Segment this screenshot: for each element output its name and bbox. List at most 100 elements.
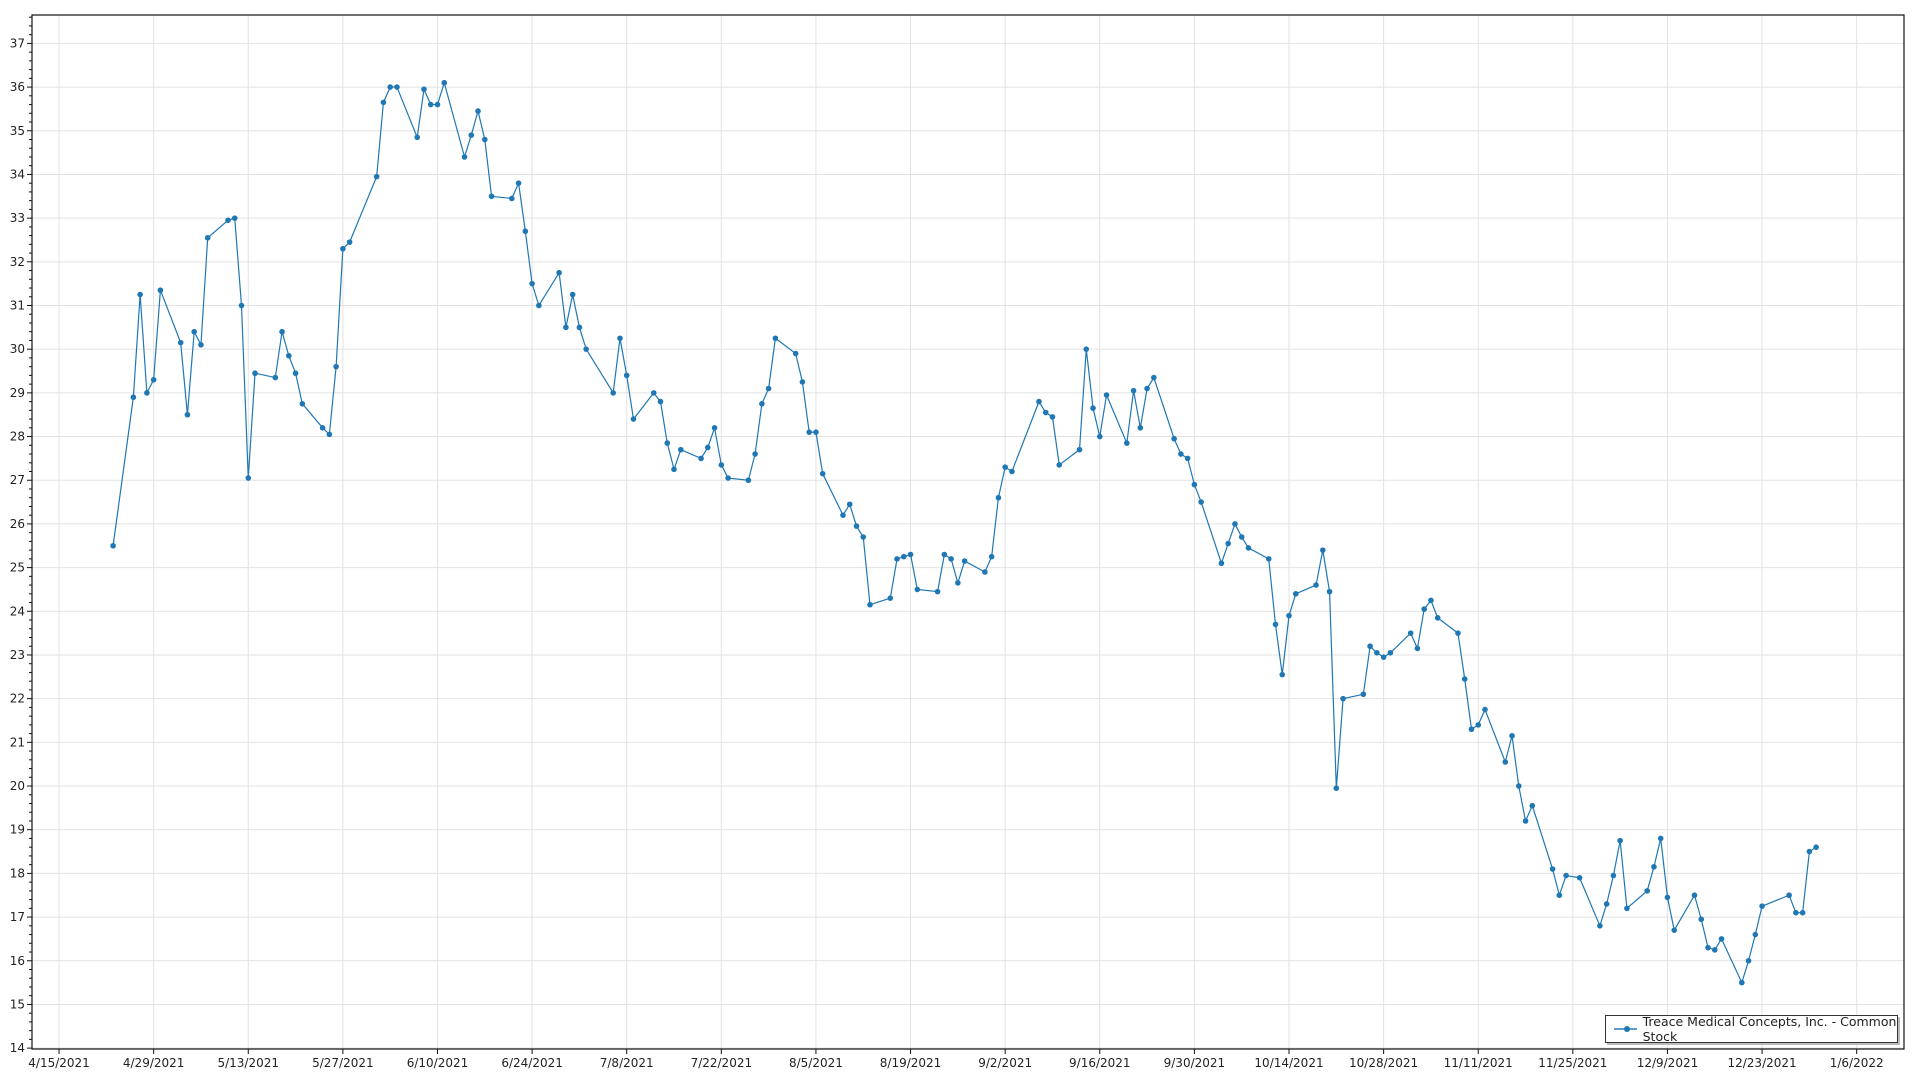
y-tick-label: 27: [10, 473, 25, 487]
x-tick-label: 4/29/2021: [123, 1056, 185, 1070]
data-point: [1245, 545, 1252, 551]
data-point: [914, 586, 921, 593]
data-point: [110, 542, 116, 549]
data-point: [1549, 866, 1556, 872]
y-tick-label: 14: [10, 1041, 25, 1055]
data-point: [1617, 837, 1623, 844]
data-point: [1171, 435, 1177, 442]
y-tick-label: 34: [10, 167, 25, 181]
data-point: [1482, 706, 1488, 713]
data-point: [252, 370, 258, 377]
data-point: [1705, 944, 1711, 951]
data-point: [867, 601, 873, 608]
data-point: [536, 302, 542, 309]
x-tick-label: 8/19/2021: [880, 1056, 942, 1070]
data-point: [468, 132, 475, 138]
y-tick-label: 22: [10, 692, 25, 706]
data-point: [1739, 979, 1745, 986]
data-point: [1597, 923, 1603, 929]
y-tick-label: 26: [10, 517, 25, 531]
data-point: [792, 350, 799, 357]
data-point: [650, 390, 657, 396]
axes: 14 15 16 17 18 19 20 21 22 23 24 25 26 27 28 29 30 31 32 33…: [10, 16, 1884, 1070]
data-point: [272, 374, 279, 381]
data-point: [1320, 547, 1326, 553]
data-point: [1083, 346, 1090, 352]
data-point: [1178, 451, 1184, 457]
data-point: [610, 390, 616, 396]
data-point: [1428, 597, 1434, 604]
data-point: [1198, 499, 1204, 505]
plot-frame: [31, 14, 1905, 1050]
data-point: [198, 342, 204, 348]
data-point: [387, 84, 393, 90]
data-point: [326, 431, 333, 438]
data-point: [806, 429, 812, 435]
data-point: [752, 451, 758, 457]
data-point: [1603, 901, 1610, 907]
data-point: [1367, 643, 1373, 650]
data-point: [509, 195, 515, 202]
data-point: [1644, 888, 1650, 894]
data-point: [333, 363, 339, 370]
data-point: [948, 556, 954, 562]
data-point: [225, 217, 231, 224]
y-tick-label: 24: [10, 604, 25, 618]
y-tick-label: 16: [10, 954, 25, 968]
data-point: [576, 324, 583, 331]
data-point: [772, 335, 779, 342]
y-tick-label: 33: [10, 211, 25, 225]
data-point: [1813, 844, 1819, 850]
data-point: [1468, 726, 1475, 733]
y-tick-label: 32: [10, 255, 25, 269]
data-point: [1184, 455, 1191, 462]
data-point: [481, 136, 488, 143]
data-point: [671, 466, 677, 473]
data-point: [1340, 695, 1346, 702]
data-point: [799, 379, 806, 385]
data-point: [1103, 392, 1110, 398]
data-point: [1806, 848, 1813, 855]
data-point: [556, 269, 562, 276]
data-point: [340, 245, 346, 252]
y-tick-label: 37: [10, 36, 25, 50]
y-tick-label: 29: [10, 386, 25, 400]
data-point: [1090, 405, 1096, 411]
data-point: [1759, 903, 1765, 909]
data-point: [617, 335, 623, 342]
data-point: [907, 551, 914, 558]
legend-label: Treace Medical Concepts, Inc. - Common S…: [1642, 1014, 1897, 1044]
data-point: [1286, 612, 1292, 619]
data-point: [421, 86, 427, 93]
data-point: [1691, 892, 1698, 899]
data-point: [657, 398, 664, 405]
data-point: [529, 280, 535, 287]
data-point: [1752, 931, 1759, 938]
data-point: [488, 193, 495, 200]
data-point: [191, 328, 197, 335]
data-point: [961, 558, 968, 564]
data-point: [231, 215, 238, 221]
data-point: [319, 425, 326, 431]
data-point: [759, 400, 765, 407]
x-tick-label: 9/16/2021: [1069, 1056, 1131, 1070]
data-point: [1191, 481, 1198, 488]
data-point: [698, 455, 704, 462]
data-point: [1502, 759, 1509, 765]
x-tick-label: 11/11/2021: [1444, 1056, 1513, 1070]
y-tick-label: 30: [10, 342, 25, 356]
data-point: [583, 346, 589, 352]
data-point: [1049, 414, 1056, 420]
x-tick-label: 7/8/2021: [600, 1056, 654, 1070]
y-tick-label: 21: [10, 735, 25, 749]
data-point: [434, 101, 441, 108]
data-point: [1786, 892, 1792, 899]
data-point: [1137, 425, 1144, 431]
data-point: [846, 501, 853, 508]
data-point: [1326, 588, 1333, 595]
data-point: [677, 446, 684, 453]
grid: [32, 15, 1904, 1049]
series-line: [110, 79, 1819, 986]
data-point: [1056, 462, 1063, 468]
data-point: [461, 154, 468, 160]
